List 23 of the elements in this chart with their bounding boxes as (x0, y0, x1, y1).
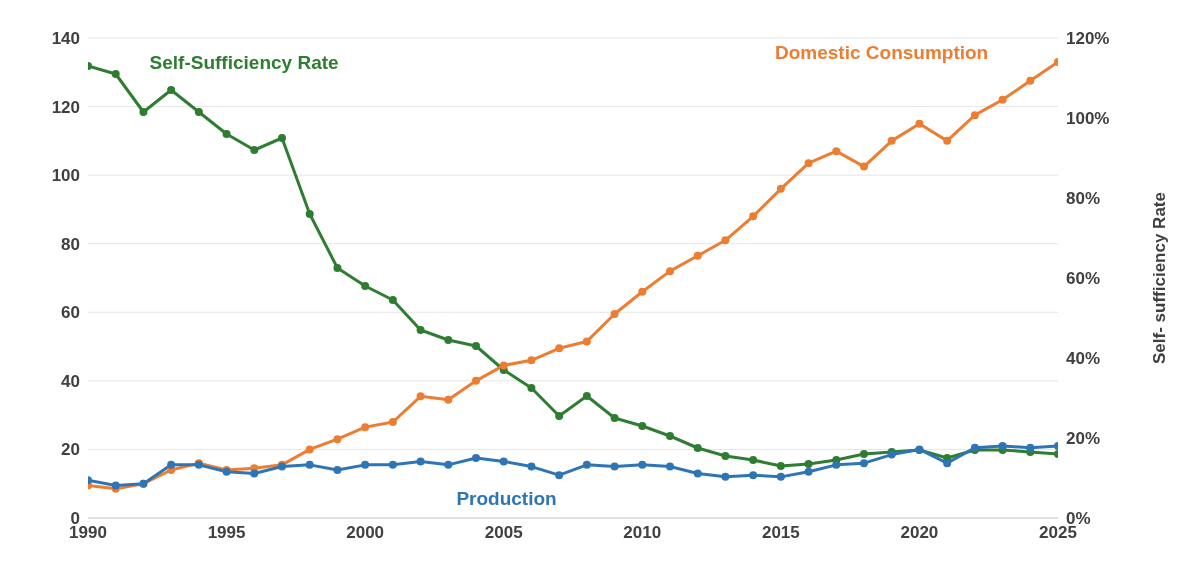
y-tick-label: 40 (61, 371, 80, 391)
y2-tick-label: 120% (1066, 29, 1110, 49)
x-tick-label: 2020 (900, 523, 939, 543)
y2-tick-label: 40% (1066, 349, 1101, 369)
y2-axis-title: Self- sufficiency Rate (1150, 192, 1170, 364)
x-tick-label: 2005 (484, 523, 523, 543)
y-tick-label: 100 (51, 166, 80, 186)
y-tick-label: 60 (61, 303, 80, 323)
x-tick-label: 2000 (346, 523, 385, 543)
y2-tick-label: 100% (1066, 109, 1110, 129)
text: Domestic Consumption (775, 42, 989, 64)
y2-tick-label: 20% (1066, 429, 1101, 449)
series-label: Self-Sufficiency Rate (149, 52, 339, 74)
y-tick-label: 20 (61, 440, 80, 460)
x-tick-label: 2010 (623, 523, 662, 543)
x-tick-label: 2015 (761, 523, 800, 543)
series-label: Production (456, 488, 557, 510)
y-tick-label: 140 (51, 29, 80, 49)
y-tick-label: 80 (61, 234, 80, 254)
y2-tick-label: 80% (1066, 189, 1101, 209)
x-tick-label: 1995 (207, 523, 246, 543)
y2-tick-label: 60% (1066, 269, 1101, 289)
y-tick-label: 120 (51, 97, 80, 117)
